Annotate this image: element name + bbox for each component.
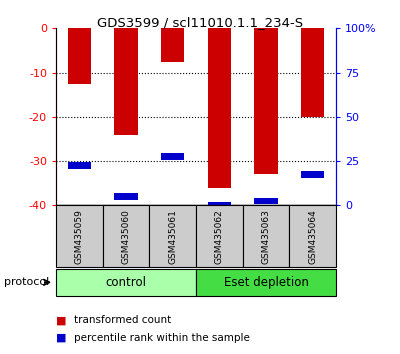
Text: GSM435060: GSM435060 bbox=[122, 209, 130, 264]
Text: GSM435061: GSM435061 bbox=[168, 209, 177, 264]
Bar bbox=[301, 171, 324, 178]
Text: protocol: protocol bbox=[4, 277, 49, 287]
Text: GSM435062: GSM435062 bbox=[215, 209, 224, 264]
Bar bbox=[208, 202, 231, 209]
Bar bbox=[56, 205, 103, 267]
Text: GDS3599 / scl11010.1.1_234-S: GDS3599 / scl11010.1.1_234-S bbox=[97, 16, 303, 29]
Bar bbox=[196, 205, 243, 267]
Bar bbox=[114, 193, 138, 200]
Bar bbox=[208, 28, 231, 188]
Text: GSM435064: GSM435064 bbox=[308, 209, 317, 264]
Bar bbox=[68, 162, 91, 169]
Bar bbox=[243, 205, 289, 267]
Bar bbox=[196, 269, 336, 296]
Bar bbox=[161, 153, 184, 160]
Text: ■: ■ bbox=[56, 315, 66, 325]
Text: ■: ■ bbox=[56, 333, 66, 343]
Bar bbox=[254, 28, 278, 175]
Bar bbox=[254, 198, 278, 204]
Bar bbox=[149, 205, 196, 267]
Text: Eset depletion: Eset depletion bbox=[224, 276, 308, 289]
Bar bbox=[103, 205, 149, 267]
Text: percentile rank within the sample: percentile rank within the sample bbox=[74, 333, 250, 343]
Bar bbox=[68, 28, 91, 84]
Text: GSM435063: GSM435063 bbox=[262, 209, 270, 264]
Bar bbox=[56, 269, 196, 296]
Bar bbox=[301, 28, 324, 117]
Bar bbox=[161, 28, 184, 62]
Bar bbox=[289, 205, 336, 267]
Text: GSM435059: GSM435059 bbox=[75, 209, 84, 264]
Bar bbox=[114, 28, 138, 135]
Text: transformed count: transformed count bbox=[74, 315, 171, 325]
Text: control: control bbox=[106, 276, 146, 289]
